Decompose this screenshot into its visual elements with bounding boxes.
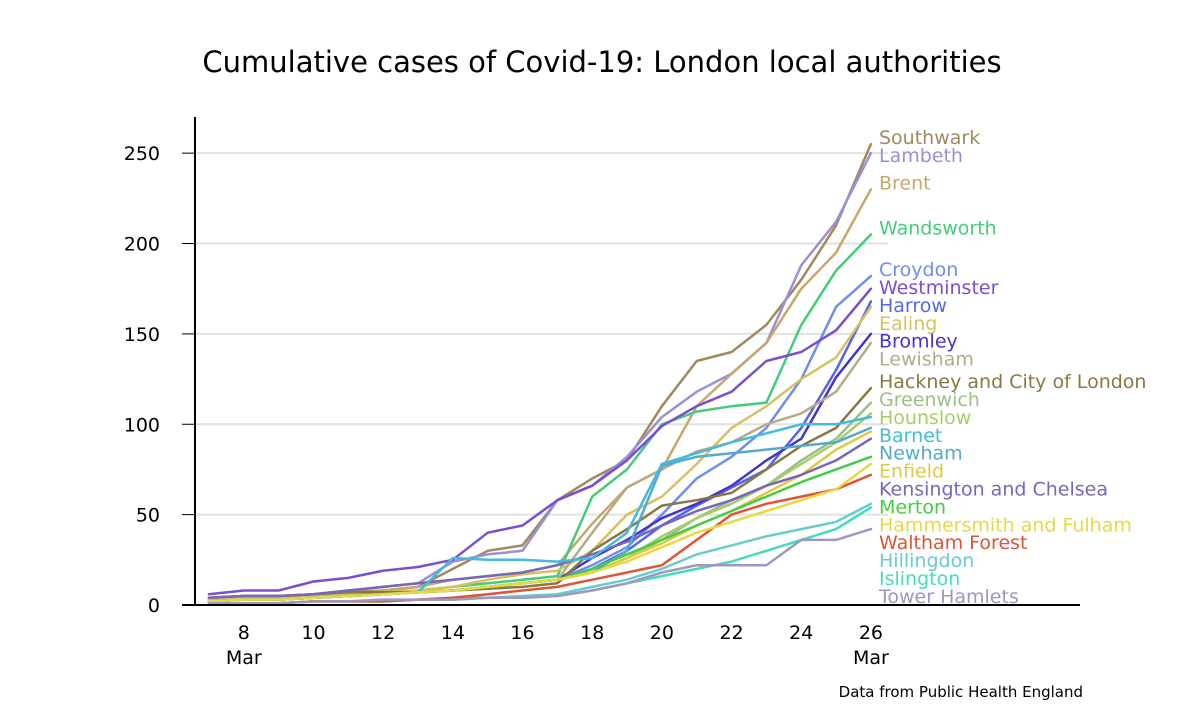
- x-tick-label: 8: [238, 622, 250, 644]
- gridlines: [195, 152, 888, 516]
- series-label: Brent: [879, 172, 931, 194]
- y-tick-label: 50: [136, 505, 160, 527]
- x-month-label: Mar: [226, 647, 262, 669]
- x-tick-label: 20: [650, 622, 674, 644]
- series-label: Westminster: [879, 277, 999, 299]
- axes: [182, 117, 1080, 606]
- x-tick-label: 14: [441, 622, 465, 644]
- series-label: Harrow: [879, 295, 947, 317]
- series-line-16: [207, 455, 873, 603]
- series-label: Merton: [879, 496, 946, 518]
- series-label: Islington: [879, 568, 960, 590]
- series-line-0: [207, 142, 873, 600]
- series-label: Lewisham: [879, 349, 974, 371]
- x-tick-labels: 8 10 12 14 16 18 20 22 24 26 Mar Mar: [226, 622, 889, 669]
- x-tick-label: 16: [510, 622, 534, 644]
- x-tick-label: 24: [789, 622, 813, 644]
- series-lines: [207, 142, 873, 605]
- series-label: Ealing: [879, 313, 937, 335]
- series-label: Croydon: [879, 259, 958, 281]
- series-label: Enfield: [879, 461, 944, 483]
- series-label: Hackney and City of London: [879, 371, 1146, 393]
- series-label: Wandsworth: [879, 217, 997, 239]
- series-line-3: [207, 233, 873, 601]
- series-label: Waltham Forest: [879, 532, 1027, 554]
- y-tick-label: 0: [148, 595, 160, 617]
- y-tick-labels: 0 50 100 150 200 250: [124, 143, 160, 617]
- x-tick-label: 18: [580, 622, 604, 644]
- series-line-7: [207, 305, 873, 601]
- series-line-22: [207, 527, 873, 605]
- series-label: Newham: [879, 443, 963, 465]
- series-line-14: [207, 437, 873, 600]
- series-label: Greenwich: [879, 389, 980, 411]
- x-tick-label: 26: [859, 622, 883, 644]
- series-line-21: [207, 462, 873, 603]
- y-tick-label: 200: [124, 234, 160, 256]
- series-label: Hounslow: [879, 407, 971, 429]
- series-label: Hammersmith and Fulham: [879, 514, 1132, 536]
- x-tick-label: 10: [301, 622, 325, 644]
- series-line-6: [207, 300, 873, 603]
- series-label: Lambeth: [879, 145, 963, 167]
- y-tick-label: 100: [124, 414, 160, 436]
- chart-title: Cumulative cases of Covid-19: London loc…: [202, 45, 1001, 79]
- series-label: Southwark: [879, 127, 980, 149]
- y-tick-label: 250: [124, 143, 160, 165]
- series-line-5: [207, 287, 873, 596]
- source-note: Data from Public Health England: [839, 683, 1083, 701]
- series-label: Hillingdon: [879, 550, 974, 572]
- series-label: Kensington and Chelsea: [879, 479, 1108, 501]
- y-tick-label: 150: [124, 324, 160, 346]
- series-label: Tower Hamlets: [878, 586, 1019, 608]
- series-label: Barnet: [879, 425, 942, 447]
- x-tick-label: 12: [371, 622, 395, 644]
- series-label: Bromley: [879, 331, 958, 353]
- series-line-2: [207, 188, 873, 601]
- series-line-4: [207, 274, 873, 603]
- x-tick-label: 22: [719, 622, 743, 644]
- series-line-1: [207, 151, 873, 600]
- x-month-label: Mar: [853, 647, 889, 669]
